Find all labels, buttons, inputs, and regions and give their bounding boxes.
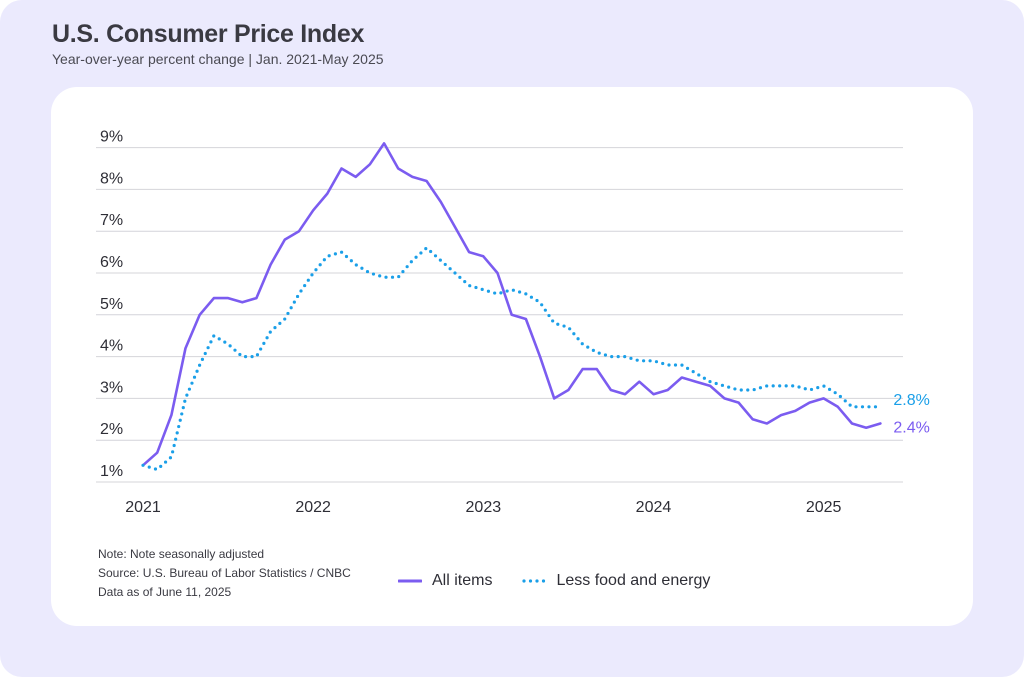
end-label-all-items: 2.4%: [893, 419, 929, 436]
legend-label-all-items: All items: [432, 572, 493, 589]
data-date-text: Data as of June 11, 2025: [98, 585, 232, 599]
source-text: Source: U.S. Bureau of Labor Statistics …: [98, 566, 351, 580]
legend-swatch-less-food-energy: [522, 579, 547, 583]
chart-title: U.S. Consumer Price Index: [52, 20, 365, 48]
legend-item-less-food-energy: Less food and energy: [522, 572, 710, 590]
end-label-less-food-energy: 2.8%: [893, 392, 929, 409]
y-tick-label: 2%: [100, 421, 123, 438]
note-text: Note: Note seasonally adjusted: [98, 547, 265, 561]
line-chart: 1% 2% 3% 4% 5% 6% 7% 8% 9% 2021 2022 2023 2024 2025 2.…: [96, 129, 930, 516]
y-tick-label: 1%: [100, 463, 123, 480]
x-tick-label: 2023: [466, 499, 502, 516]
series-line-all-items: [141, 142, 882, 467]
y-tick-label: 6%: [100, 254, 123, 271]
y-tick-label: 3%: [100, 379, 123, 396]
legend-item-all-items: All items: [398, 572, 492, 590]
y-tick-label: 9%: [100, 129, 123, 146]
chart-card: 1% 2% 3% 4% 5% 6% 7% 8% 9% 2021 2022 2023 2024 2025 2.…: [51, 87, 973, 626]
chart-notes: Note: Note seasonally adjusted Source: U…: [98, 545, 351, 602]
x-tick-label: 2021: [125, 499, 161, 516]
legend-swatch-all-items: [398, 579, 422, 583]
x-tick-label: 2024: [636, 499, 672, 516]
y-tick-label: 8%: [100, 170, 123, 187]
y-tick-label: 4%: [100, 338, 123, 355]
chart-legend: All items Less food and energy: [398, 570, 740, 592]
x-tick-label: 2022: [295, 499, 331, 516]
y-tick-label: 7%: [100, 212, 123, 229]
chart-subtitle: Year-over-year percent change | Jan. 202…: [52, 51, 384, 67]
series-line-less-food-energy: [141, 246, 883, 472]
x-tick-label: 2025: [806, 499, 842, 516]
legend-label-less-food-energy: Less food and energy: [556, 572, 711, 589]
y-tick-label: 5%: [100, 296, 123, 313]
